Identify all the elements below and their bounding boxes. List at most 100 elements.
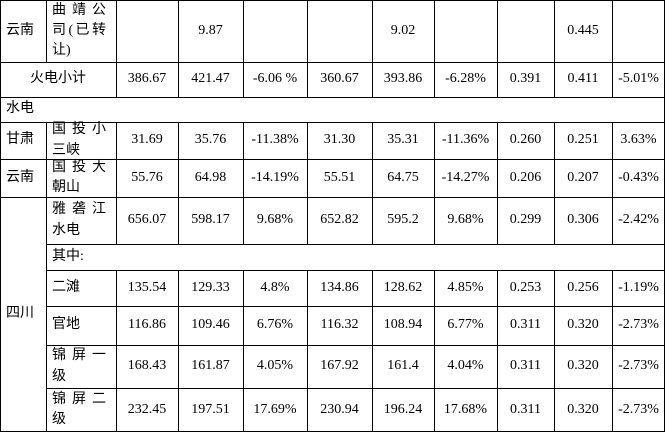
value-cell: 0.391 (497, 62, 554, 97)
value-text: 9.68% (256, 212, 294, 228)
col-rule (612, 345, 613, 388)
col-rule (116, 0, 117, 62)
col-rule (307, 0, 308, 62)
value-text: 595.2 (387, 212, 419, 228)
value-text: 0.311 (510, 317, 541, 333)
value-cell (307, 0, 372, 62)
col-rule (434, 0, 435, 62)
value-cell: 128.62 (372, 270, 434, 306)
row-rule (0, 159, 665, 160)
col-rule (307, 345, 308, 388)
col-rule (497, 122, 498, 159)
value-cell: 31.30 (307, 122, 372, 159)
value-cell: 421.47 (178, 62, 243, 97)
value-cell: -14.27% (434, 159, 497, 197)
value-cell: 9.68% (243, 197, 307, 244)
col-rule (372, 0, 373, 62)
plant-name-line: 水电 (52, 221, 110, 241)
section-label-text: 水电 (6, 101, 34, 117)
value-text: -14.27% (441, 169, 490, 185)
plant-name-line: 司(已转 (52, 21, 110, 41)
province-text: 甘肃 (6, 132, 34, 148)
plant-name-line: 级 (52, 410, 110, 430)
value-text: 134.86 (320, 279, 359, 295)
value-text: 64.98 (194, 169, 227, 185)
value-cell: -2.73% (612, 388, 665, 432)
value-cell: 598.17 (178, 197, 243, 244)
value-text: 421.47 (191, 71, 230, 87)
value-cell: 167.92 (307, 345, 372, 388)
value-cell: 6.77% (434, 306, 497, 345)
value-text: 230.94 (320, 401, 359, 417)
value-cell: -11.38% (243, 122, 307, 159)
col-rule (554, 159, 555, 197)
value-text: -14.19% (251, 169, 299, 185)
col-rule (372, 270, 373, 306)
value-cell: -2.73% (612, 345, 665, 388)
plant-name-line: 级 (52, 367, 110, 387)
col-rule (243, 62, 244, 97)
value-cell: 9.87 (178, 0, 243, 62)
value-text: 161.4 (387, 358, 419, 374)
plant-name-line: 锦屏一 (52, 346, 110, 366)
value-cell: 197.51 (178, 388, 243, 432)
value-text: 17.68% (443, 401, 488, 417)
value-text: 129.33 (191, 279, 230, 295)
col-rule (554, 197, 555, 244)
col-rule (307, 122, 308, 159)
value-cell: 9.02 (372, 0, 434, 62)
value-text: 108.94 (383, 317, 423, 333)
col-rule (612, 62, 613, 97)
row-rule (0, 0, 665, 1)
col-rule (434, 62, 435, 97)
col-rule (434, 197, 435, 244)
plant-name-text: 国投大 (52, 159, 106, 175)
col-rule (178, 122, 179, 159)
value-cell: 17.68% (434, 388, 497, 432)
value-text: 0.445 (567, 22, 599, 38)
value-cell: -2.42% (612, 197, 665, 244)
value-cell: 595.2 (372, 197, 434, 244)
value-text: 161.87 (191, 358, 230, 374)
value-cell: 161.4 (372, 345, 434, 388)
value-cell: 35.31 (372, 122, 434, 159)
plant-name-text: 级 (52, 412, 66, 427)
value-text: 35.76 (194, 132, 227, 148)
value-text: 6.76% (256, 317, 294, 333)
value-text: 167.92 (320, 358, 359, 374)
plant-name-cell: 国投大 朝山 (46, 159, 116, 197)
value-text: 656.07 (127, 212, 167, 228)
value-text: -2.42% (618, 212, 659, 228)
province-text: 云南 (6, 169, 34, 185)
province-cell: 云南 (0, 159, 46, 197)
value-text: 0.253 (509, 279, 542, 295)
col-rule (497, 159, 498, 197)
col-rule (554, 62, 555, 97)
value-cell: 17.69% (243, 388, 307, 432)
value-cell (434, 0, 497, 62)
col-rule (434, 345, 435, 388)
value-cell: -6.06 % (243, 62, 307, 97)
value-cell: 4.8% (243, 270, 307, 306)
col-rule (497, 306, 498, 345)
col-rule (116, 306, 117, 345)
value-cell (243, 0, 307, 62)
col-rule (434, 306, 435, 345)
row-rule (46, 345, 665, 346)
value-cell: 0.206 (497, 159, 554, 197)
value-text: -6.06 % (252, 71, 298, 87)
value-cell: 64.98 (178, 159, 243, 197)
row-rule (0, 197, 665, 198)
value-text: 0.206 (509, 169, 542, 185)
col-rule (46, 159, 47, 197)
plant-name-text: 雅砻江 (52, 202, 106, 218)
plant-name-text: 锦屏二 (52, 391, 106, 407)
plant-name-line: 曲靖公 (52, 1, 110, 21)
col-rule (46, 122, 47, 159)
col-rule (434, 122, 435, 159)
value-text: -5.01% (618, 71, 659, 87)
plant-name-cell: 二滩 (46, 270, 116, 306)
value-text: 386.67 (127, 71, 167, 87)
plant-name-line: 雅砻江 (52, 200, 110, 220)
col-rule (178, 270, 179, 306)
